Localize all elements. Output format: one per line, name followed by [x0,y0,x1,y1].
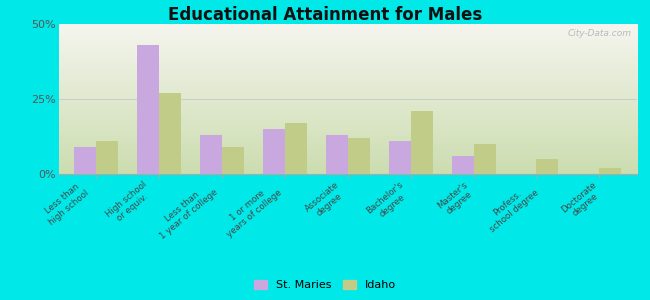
Legend: St. Maries, Idaho: St. Maries, Idaho [250,275,400,294]
Text: Associate
degree: Associate degree [304,180,348,221]
Bar [285,123,307,174]
Bar [411,111,433,174]
Bar [200,135,222,174]
Bar [389,141,411,174]
Bar [599,168,621,174]
Bar [326,135,348,174]
Text: Less than
high school: Less than high school [40,180,90,226]
Bar [473,144,495,174]
Bar [74,147,96,174]
Bar [159,93,181,174]
Text: 1 or more
years of college: 1 or more years of college [218,180,283,239]
Bar [452,156,473,174]
Bar [348,138,370,174]
Text: Bachelor's
degree: Bachelor's degree [365,180,412,224]
Text: Less than
1 year of college: Less than 1 year of college [151,180,219,242]
Text: Master's
degree: Master's degree [436,180,476,218]
Bar [536,159,558,174]
Bar [222,147,244,174]
Text: City-Data.com: City-Data.com [567,28,631,38]
Text: High school
or equiv.: High school or equiv. [104,180,155,227]
Bar [96,141,118,174]
Bar [137,45,159,174]
Text: Profess.
school degree: Profess. school degree [482,180,541,234]
Text: Doctorate
degree: Doctorate degree [560,180,605,222]
Text: Educational Attainment for Males: Educational Attainment for Males [168,6,482,24]
Bar [263,129,285,174]
